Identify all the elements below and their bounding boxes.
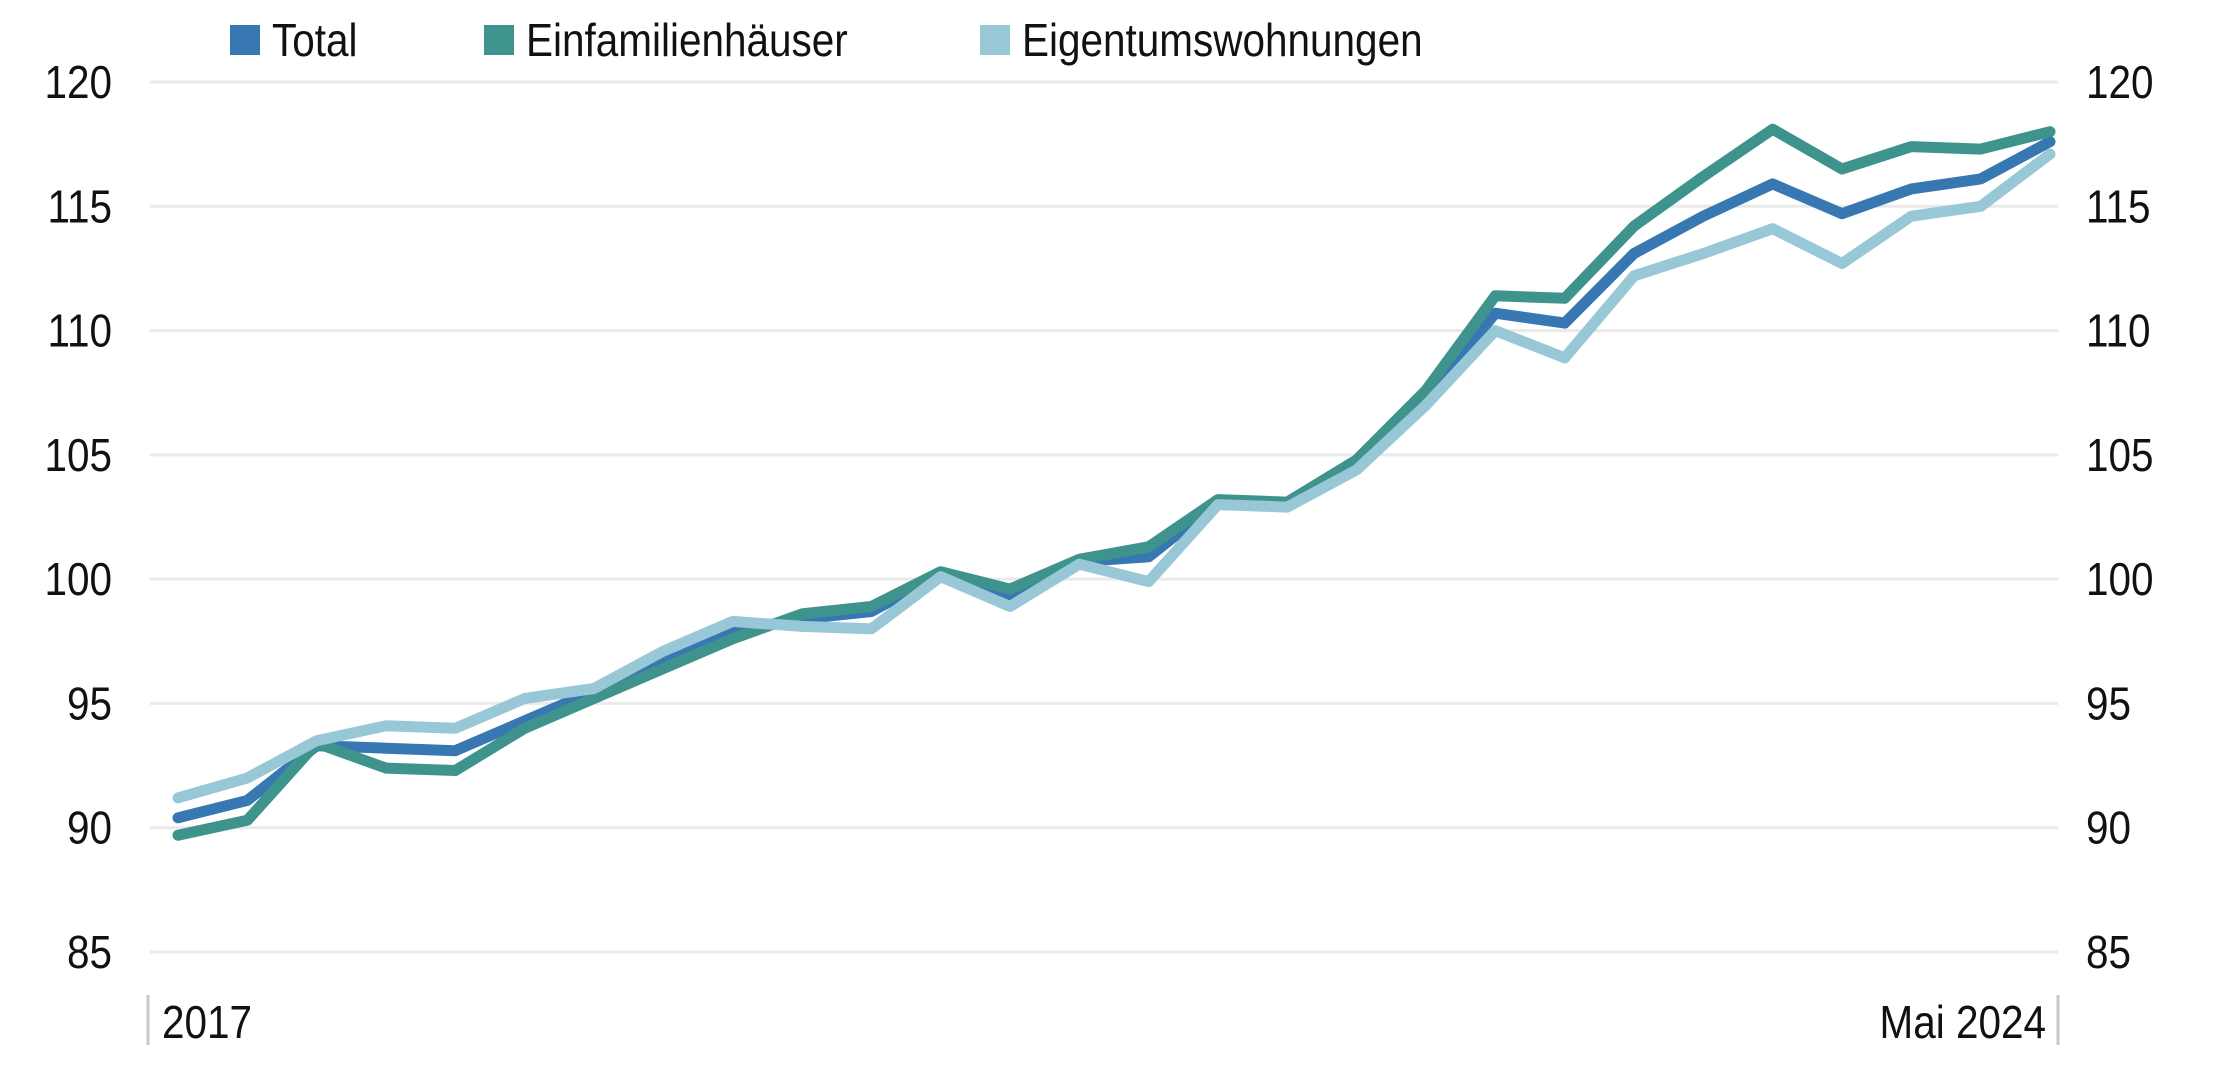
series-line-2-eigentumswohnungen (172, 148, 2056, 804)
legend-swatch-icon (484, 25, 514, 55)
x-axis-label-start: 2017 (162, 998, 252, 1049)
legend-label: Einfamilienhäuser (526, 14, 848, 66)
legend-swatch-icon (980, 25, 1010, 55)
y-tick-label-left-115: 115 (47, 182, 112, 233)
legend-label: Eigentumswohnungen (1022, 14, 1423, 66)
y-tick-label-right-100: 100 (2086, 555, 2154, 606)
y-tick-label-left-85: 85 (67, 928, 112, 979)
legend-item-einfamilienhäuser: Einfamilienhäuser (484, 10, 892, 70)
y-tick-label-right-90: 90 (2086, 803, 2131, 854)
legend-item-eigentumswohnungen: Eigentumswohnungen (980, 10, 1477, 70)
gridlines (150, 80, 2058, 954)
y-tick-label-right-85: 85 (2086, 928, 2131, 979)
legend-item-total: Total (230, 10, 369, 70)
legend-label: Total (272, 14, 358, 66)
x-axis-label-end: Mai 2024 (1880, 998, 2046, 1049)
y-axis-labels: 85 85 90 90 95 95 100 100 105 105 110 110 115 115 120 1… (44, 58, 2153, 979)
series-line-0-total (172, 136, 2056, 824)
legend-swatch-icon (230, 25, 260, 55)
series-line-1-einfamilienhäuser (172, 123, 2056, 841)
y-tick-label-right-105: 105 (2086, 431, 2154, 482)
y-tick-label-right-95: 95 (2086, 679, 2131, 730)
y-tick-label-right-120: 120 (2086, 58, 2154, 109)
legend: Total Einfamilienhäuser Eigentumswohnungen (0, 0, 2226, 70)
y-tick-label-left-90: 90 (67, 803, 112, 854)
y-tick-label-left-120: 120 (44, 58, 112, 109)
y-tick-label-right-110: 110 (2086, 306, 2151, 357)
series-lines (172, 123, 2056, 841)
y-tick-label-left-110: 110 (47, 306, 112, 357)
x-axis (146, 995, 2060, 1045)
y-tick-label-right-115: 115 (2086, 182, 2151, 233)
y-tick-label-left-105: 105 (44, 431, 112, 482)
y-tick-label-left-100: 100 (44, 555, 112, 606)
y-tick-label-left-95: 95 (67, 679, 112, 730)
